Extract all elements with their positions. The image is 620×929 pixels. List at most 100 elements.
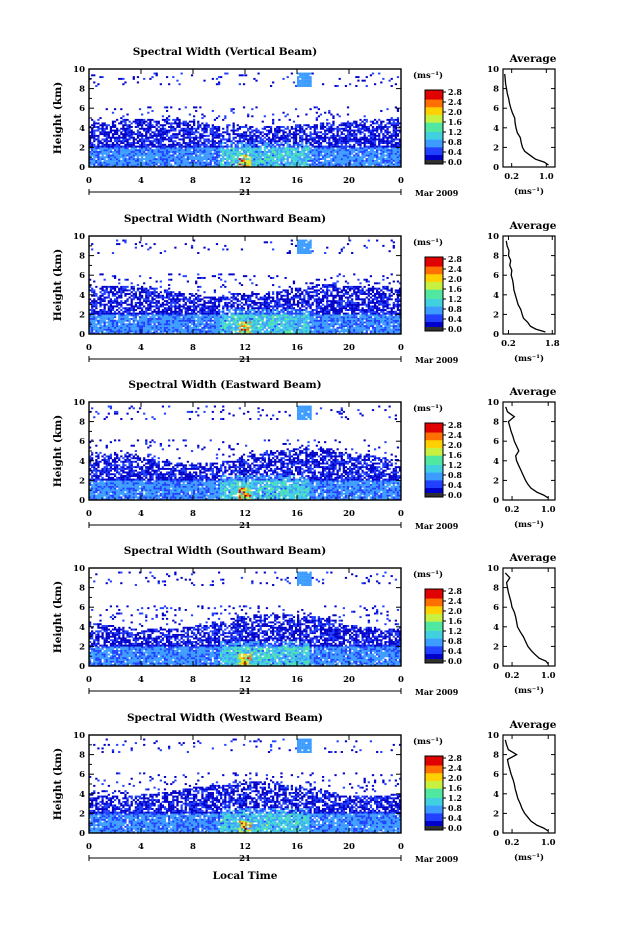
heatmap-cell bbox=[95, 154, 98, 157]
heatmap-cell bbox=[120, 77, 123, 80]
heatmap-cell bbox=[182, 330, 185, 333]
heatmap-cell bbox=[265, 126, 269, 128]
heatmap-cell bbox=[165, 330, 169, 333]
heatmap-cell bbox=[157, 326, 160, 329]
heatmap-cell bbox=[373, 129, 377, 132]
heatmap-cell bbox=[390, 124, 393, 127]
heatmap-cell bbox=[305, 330, 308, 333]
heatmap-cell bbox=[311, 72, 314, 75]
heatmap-cell bbox=[384, 126, 387, 128]
heatmap-cell bbox=[228, 149, 231, 152]
heatmap-cell bbox=[168, 131, 171, 134]
heatmap-cell bbox=[109, 154, 113, 157]
heatmap-cell bbox=[222, 326, 225, 329]
heatmap-cell bbox=[195, 129, 198, 132]
heatmap-cell bbox=[230, 143, 233, 146]
heatmap-cell bbox=[220, 159, 223, 162]
heatmap-cell bbox=[294, 319, 298, 322]
heatmap-cell bbox=[376, 161, 379, 164]
heatmap-cell bbox=[365, 314, 368, 317]
heatmap-cell bbox=[390, 161, 393, 164]
heatmap-cell bbox=[91, 145, 94, 148]
heatmap-cell bbox=[332, 145, 335, 148]
heatmap-cell bbox=[367, 131, 370, 134]
heatmap-cell bbox=[180, 156, 183, 159]
heatmap-cell bbox=[378, 156, 381, 159]
heatmap-cell bbox=[382, 158, 385, 161]
heatmap-cell bbox=[313, 163, 316, 166]
heatmap-cell bbox=[93, 154, 96, 157]
heatmap-cell bbox=[176, 161, 179, 164]
heatmap-cell bbox=[122, 134, 125, 137]
heatmap-cell bbox=[363, 122, 366, 125]
heatmap-cell bbox=[382, 127, 385, 130]
heatmap-cell bbox=[136, 163, 140, 166]
heatmap-cell bbox=[332, 323, 335, 326]
heatmap-cell bbox=[159, 158, 162, 161]
heatmap-cell bbox=[136, 321, 140, 324]
heatmap-cell bbox=[297, 332, 300, 335]
heatmap-cell bbox=[122, 83, 125, 86]
heatmap-cell bbox=[95, 150, 98, 153]
heatmap-cell bbox=[155, 152, 158, 155]
heatmap-cell bbox=[124, 323, 127, 326]
heatmap-cell bbox=[105, 328, 108, 331]
heatmap-cell bbox=[113, 158, 117, 161]
heatmap-cell bbox=[284, 131, 287, 134]
heatmap-cell bbox=[315, 317, 318, 320]
heatmap-cell bbox=[267, 150, 271, 153]
heatmap-cell bbox=[319, 152, 323, 155]
heatmap-cell bbox=[261, 163, 264, 166]
heatmap-cell bbox=[141, 127, 144, 130]
heatmap-cell bbox=[278, 149, 281, 152]
heatmap-cell bbox=[145, 127, 148, 130]
heatmap-cell bbox=[93, 159, 96, 162]
heatmap-cell bbox=[224, 149, 227, 152]
heatmap-cell bbox=[309, 158, 312, 161]
heatmap-cell bbox=[128, 136, 131, 139]
heatmap-cell bbox=[319, 328, 323, 331]
heatmap-cell bbox=[344, 127, 348, 130]
heatmap-cell bbox=[99, 140, 102, 143]
heatmap-cell bbox=[380, 314, 383, 317]
heatmap-cell bbox=[280, 156, 283, 159]
heatmap-cell bbox=[193, 143, 196, 146]
heatmap-cell bbox=[376, 321, 379, 324]
heatmap-cell bbox=[382, 321, 385, 324]
heatmap-cell bbox=[170, 158, 173, 161]
heatmap-cell bbox=[163, 321, 167, 324]
heatmap-cell bbox=[328, 330, 331, 333]
heatmap-cell bbox=[398, 142, 402, 144]
heatmap-cell bbox=[286, 159, 289, 162]
heatmap-cell bbox=[238, 142, 241, 144]
profile-frame bbox=[502, 68, 556, 168]
heatmap-cell bbox=[203, 147, 206, 150]
heatmap-cell bbox=[334, 145, 337, 148]
heatmap-cell bbox=[182, 138, 185, 141]
heatmap-cell bbox=[349, 138, 352, 141]
heatmap-cell bbox=[286, 326, 289, 329]
heatmap-cell bbox=[292, 142, 296, 144]
heatmap-cell bbox=[284, 332, 287, 335]
heatmap-cell bbox=[317, 134, 321, 137]
heatmap-cell bbox=[286, 126, 289, 128]
heatmap-cell bbox=[211, 140, 214, 143]
heatmap-cell bbox=[394, 161, 397, 164]
heatmap-cell bbox=[130, 325, 133, 328]
heatmap-cell bbox=[132, 328, 135, 331]
heatmap-cell bbox=[165, 134, 169, 137]
heatmap-cell bbox=[126, 143, 129, 146]
heatmap-cell bbox=[193, 321, 196, 324]
heatmap-cell bbox=[242, 131, 246, 134]
heatmap-cell bbox=[344, 328, 348, 331]
heatmap-cell bbox=[369, 74, 373, 77]
heatmap-cell bbox=[205, 165, 208, 168]
heatmap-cell bbox=[136, 131, 140, 134]
heatmap-cell bbox=[299, 163, 302, 166]
heatmap-cell bbox=[159, 127, 162, 130]
heatmap-cell bbox=[161, 161, 165, 164]
heatmap-cell bbox=[101, 330, 104, 333]
heatmap-cell bbox=[234, 136, 237, 139]
heatmap-cell bbox=[190, 131, 194, 134]
heatmap-cell bbox=[284, 154, 287, 157]
